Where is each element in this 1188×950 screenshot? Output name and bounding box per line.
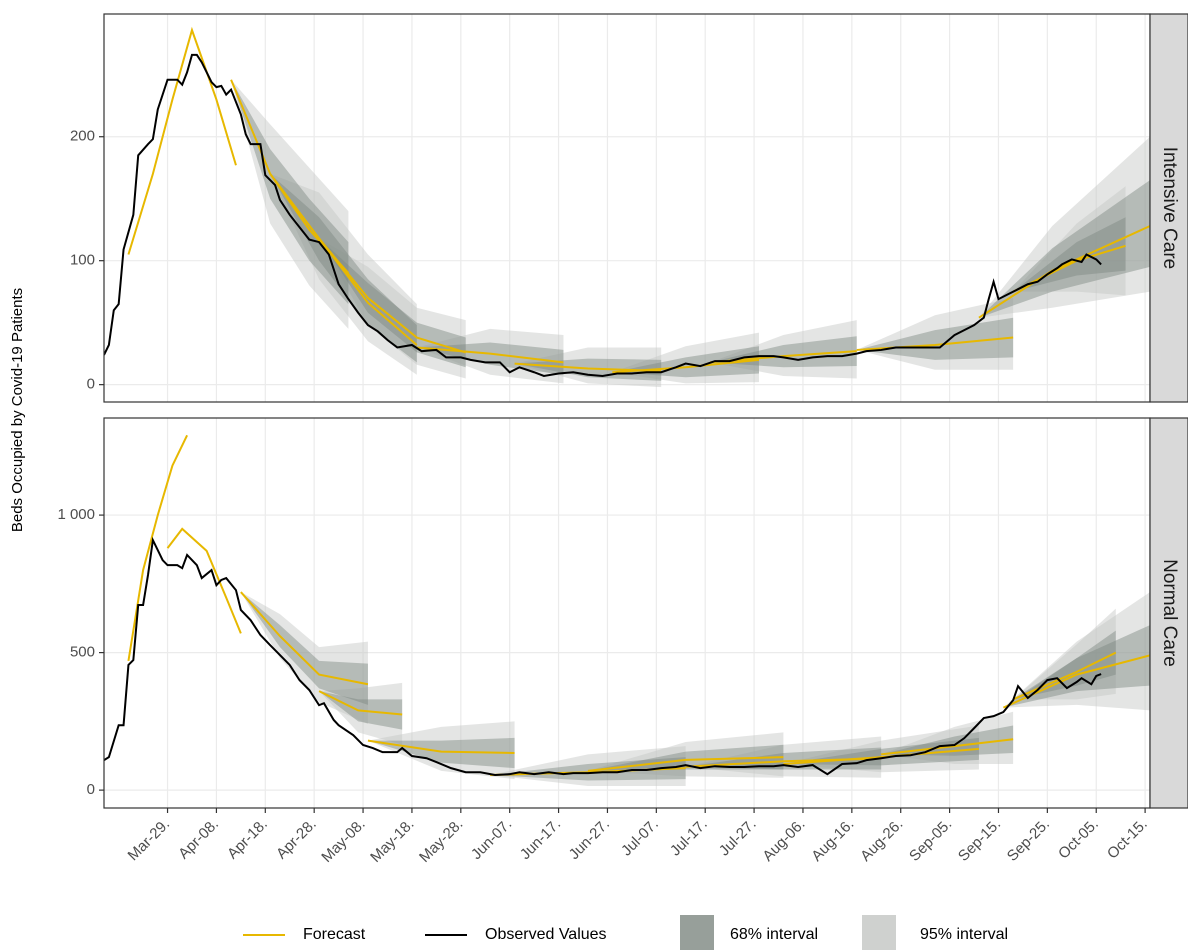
forecast-line — [127, 434, 188, 662]
interval-95 — [1003, 592, 1150, 711]
forecast-line — [318, 690, 403, 716]
x-tick-label: Aug-26. — [857, 816, 906, 865]
x-tick-label: Oct-15. — [1104, 816, 1151, 863]
interval-68 — [319, 238, 466, 368]
interval-68 — [783, 737, 979, 766]
interval-95 — [319, 238, 466, 379]
panel-background — [104, 14, 1150, 402]
facet-strip — [1149, 417, 1188, 809]
y-tick-label: 100 — [70, 252, 95, 269]
x-tick-label: Jun-27. — [566, 816, 613, 863]
interval-95 — [270, 173, 417, 375]
forecast-line — [240, 591, 369, 686]
forecast-line — [612, 358, 760, 374]
facet-strip — [1149, 13, 1188, 403]
x-tick-label: Sep-05. — [906, 816, 955, 865]
x-tick-label: Jul-07. — [618, 816, 662, 860]
x-tick-label: Aug-16. — [808, 816, 857, 865]
x-tick-label: May-18. — [367, 816, 417, 866]
legend-label: 68% interval — [730, 926, 818, 943]
legend-label: Forecast — [303, 926, 366, 943]
interval-68 — [231, 79, 349, 305]
interval-95 — [1013, 608, 1116, 700]
interval-68 — [978, 180, 1150, 318]
y-tick-label: 0 — [87, 781, 95, 798]
legend-swatch — [680, 915, 714, 950]
legend-swatch — [862, 915, 896, 950]
x-tick-label: Jun-17. — [517, 816, 564, 863]
y-tick-label: 0 — [87, 376, 95, 393]
interval-68 — [490, 757, 686, 781]
facet-label: Intensive Care — [1159, 147, 1180, 270]
forecast-line — [881, 738, 1014, 756]
interval-95 — [367, 721, 515, 780]
forecast-line — [1012, 651, 1117, 701]
y-tick-label: 500 — [70, 644, 95, 661]
plot-area — [104, 434, 1150, 786]
x-tick-label: Sep-15. — [955, 816, 1004, 865]
interval-68 — [856, 317, 1014, 360]
interval-95 — [490, 746, 686, 786]
x-tick-label: Aug-06. — [759, 816, 808, 865]
x-tick-label: Jul-27. — [716, 816, 760, 860]
interval-95 — [1013, 186, 1126, 296]
x-tick-label: Apr-08. — [175, 816, 222, 863]
forecast-line — [166, 527, 242, 634]
x-tick-label: Jun-07. — [468, 816, 515, 863]
x-tick-label: Apr-28. — [273, 816, 320, 863]
x-tick-label: May-28. — [416, 816, 466, 866]
interval-95 — [978, 136, 1150, 318]
interval-68 — [881, 725, 1014, 756]
interval-68 — [514, 358, 662, 381]
legend-label: 95% interval — [920, 926, 1008, 943]
interval-95 — [319, 682, 403, 745]
x-tick-label: Mar-29. — [125, 816, 174, 865]
interval-95 — [231, 79, 349, 329]
interval-95 — [856, 297, 1014, 370]
legend-label: Observed Values — [485, 926, 607, 943]
x-tick-label: Apr-18. — [224, 816, 271, 863]
x-tick-label: Jul-17. — [667, 816, 711, 860]
forecast-line — [587, 756, 784, 772]
interval-95 — [710, 320, 857, 379]
forecast-line — [367, 739, 515, 754]
observed-line — [104, 536, 1102, 777]
y-tick-label: 200 — [70, 128, 95, 145]
y-axis-title: Beds Occupied by Covid-19 Patients — [9, 288, 26, 532]
x-tick-label: Oct-05. — [1055, 816, 1102, 863]
forecast-line — [318, 237, 466, 354]
interval-68 — [1013, 217, 1126, 292]
facet-label: Normal Care — [1159, 559, 1180, 667]
interval-95 — [240, 592, 368, 725]
forecast-line — [856, 336, 1014, 351]
plot-area — [104, 26, 1150, 388]
forecast-line — [269, 173, 418, 346]
interval-95 — [514, 347, 662, 388]
forecast-line — [783, 747, 980, 765]
forecast-line — [416, 346, 564, 364]
x-tick-label: Sep-25. — [1004, 816, 1053, 865]
x-tick-label: May-08. — [318, 816, 368, 866]
forecast-line — [127, 26, 237, 255]
y-tick-label: 1 000 — [57, 506, 95, 523]
observed-line — [104, 53, 1102, 377]
interval-68 — [240, 592, 368, 705]
